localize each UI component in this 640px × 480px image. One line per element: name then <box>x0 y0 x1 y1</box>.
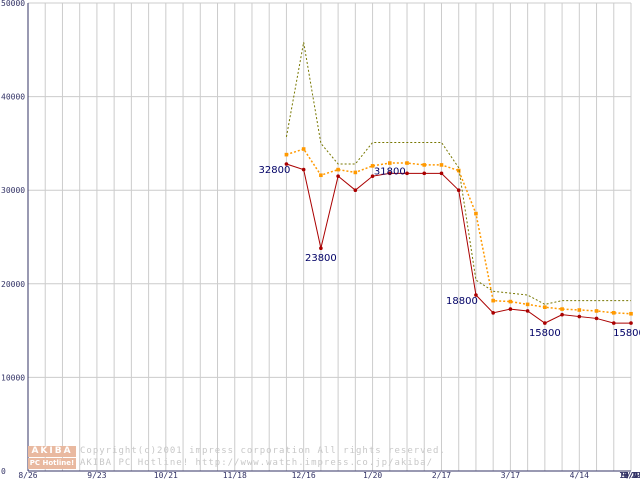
data-point <box>525 309 530 313</box>
data-point <box>577 314 582 319</box>
x-tick-label: 9/29 <box>621 471 640 480</box>
y-tick-label: 40000 <box>1 93 25 102</box>
data-point <box>301 147 306 151</box>
data-point <box>456 188 461 192</box>
site-url-line: AKIBA PC Hotline! http://www.watch.impre… <box>80 458 434 468</box>
y-tick-label: 50000 <box>1 0 25 8</box>
data-point <box>370 174 375 178</box>
data-point <box>543 305 547 309</box>
x-tick-label: 2/17 <box>432 471 451 480</box>
data-point <box>370 164 375 168</box>
x-tick-label: 10/27 <box>619 471 640 480</box>
data-label: 18800 <box>446 296 478 307</box>
x-tick-label: 11/23 <box>619 471 640 480</box>
akiba-logo-bottom: PC Hotline! <box>28 458 76 469</box>
x-tick-label: 7/7 <box>624 471 639 480</box>
x-tick-label: 1/20 <box>363 471 382 480</box>
data-point <box>543 321 547 325</box>
data-point <box>629 321 633 325</box>
data-label: 23800 <box>305 253 337 264</box>
data-point <box>594 316 599 321</box>
y-tick-label: 0 <box>1 467 6 476</box>
x-tick-label: 9/1 <box>624 471 639 480</box>
x-tick-label: 6/9 <box>624 471 639 480</box>
y-tick-labels: 0 10000 20000 30000 40000 50000 <box>1 0 25 476</box>
chart-grid <box>27 2 632 472</box>
x-tick-label: 4/14 <box>570 471 589 480</box>
data-point <box>336 174 340 178</box>
data-point <box>319 173 323 178</box>
data-point <box>301 167 306 172</box>
x-tick-label: 8/4 <box>624 471 639 480</box>
y-tick-label: 20000 <box>1 280 25 289</box>
data-point <box>422 163 427 167</box>
data-point <box>284 162 289 166</box>
data-point <box>508 299 513 304</box>
data-point <box>560 307 564 311</box>
chart-axes <box>27 3 631 472</box>
x-tick-label: 10/21 <box>154 471 178 480</box>
data-point <box>405 171 409 176</box>
data-point <box>474 293 478 297</box>
x-tick-label: 5/12 <box>621 471 640 480</box>
data-point <box>594 309 599 313</box>
chart-series <box>284 42 633 325</box>
data-label: 15800 <box>613 328 640 339</box>
x-tick-label: 9/23 <box>87 471 106 480</box>
y-tick-label: 30000 <box>1 186 25 195</box>
data-point <box>560 312 564 317</box>
data-point <box>611 311 616 315</box>
data-point <box>422 171 427 176</box>
data-point <box>629 311 633 316</box>
data-point <box>388 161 392 165</box>
x-tick-labels: 8/26 9/23 10/21 11/18 12/16 1/20 2/17 3/17 4/14 5… <box>18 471 640 480</box>
data-point <box>611 321 616 325</box>
data-point <box>525 302 530 307</box>
data-point <box>353 170 358 175</box>
data-point <box>491 311 495 315</box>
data-label: 15800 <box>529 328 561 339</box>
data-point <box>336 167 340 172</box>
data-point <box>474 211 478 216</box>
x-tick-label: 12/16 <box>292 471 316 480</box>
data-point <box>284 152 289 157</box>
data-label: 32800 <box>259 165 291 176</box>
x-tick-label: 8/26 <box>18 471 37 480</box>
data-point <box>319 246 323 251</box>
data-point <box>353 188 358 192</box>
data-label: 31800 <box>374 166 406 177</box>
data-labels: 32800 23800 31800 18800 15800 15800 <box>259 165 640 339</box>
y-tick-label: 10000 <box>1 373 25 382</box>
data-point <box>491 298 495 303</box>
akiba-logo-top: AKIBA <box>28 446 76 457</box>
data-point <box>388 171 392 176</box>
data-point <box>439 171 444 176</box>
x-tick-label: 3/17 <box>501 471 520 480</box>
series-line-2 <box>285 42 631 305</box>
x-tick-label: 11/18 <box>223 471 247 480</box>
data-point <box>508 307 513 311</box>
copyright-line: Copyright(c)2001 impress corporation All… <box>80 446 446 456</box>
copyright-watermark: AKIBA PC Hotline! Copyright(c)2001 impre… <box>28 446 508 470</box>
data-point <box>405 161 409 165</box>
data-point <box>439 163 444 167</box>
data-point <box>577 308 582 312</box>
series-line-1 <box>286 148 632 315</box>
